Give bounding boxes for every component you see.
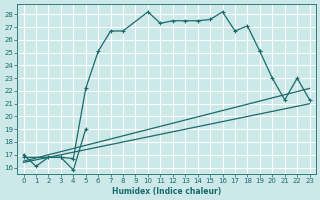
X-axis label: Humidex (Indice chaleur): Humidex (Indice chaleur) [112,187,221,196]
